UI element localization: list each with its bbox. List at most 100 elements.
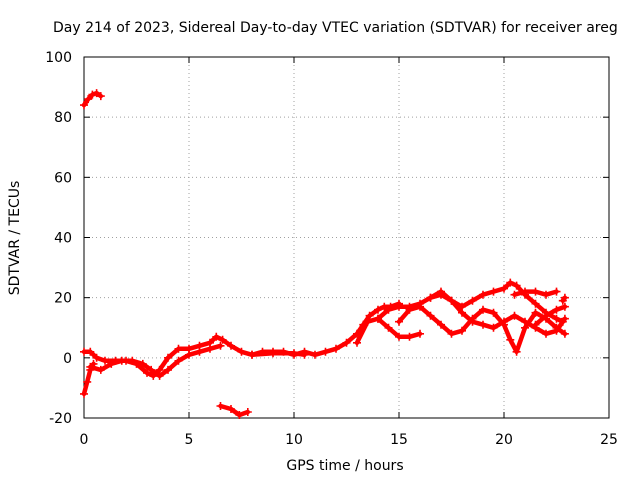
data-point bbox=[384, 323, 393, 332]
data-point bbox=[216, 341, 225, 350]
data-point bbox=[437, 320, 445, 329]
data-point bbox=[489, 308, 498, 317]
data-point bbox=[506, 278, 515, 287]
data-point bbox=[96, 365, 105, 374]
x-tick-label: 25 bbox=[600, 432, 618, 448]
data-point bbox=[542, 329, 550, 338]
data-point bbox=[80, 389, 88, 398]
data-point bbox=[512, 347, 521, 356]
data-point bbox=[500, 317, 508, 326]
data-point bbox=[353, 338, 361, 347]
data-point bbox=[510, 290, 519, 299]
data-point bbox=[269, 349, 277, 358]
data-point bbox=[560, 302, 569, 311]
chart-title: Day 214 of 2023, Sidereal Day-to-day VTE… bbox=[53, 20, 618, 36]
series-sat-g bbox=[353, 314, 424, 347]
data-point bbox=[248, 350, 256, 359]
data-point bbox=[552, 305, 561, 314]
data-point bbox=[510, 311, 519, 320]
y-tick-label: 80 bbox=[54, 110, 72, 126]
data-point bbox=[88, 90, 97, 99]
data-point bbox=[395, 302, 403, 311]
y-tick-label: 60 bbox=[54, 170, 72, 186]
x-tick-label: 20 bbox=[495, 432, 513, 448]
x-tick-label: 5 bbox=[185, 432, 194, 448]
data-point bbox=[164, 365, 172, 374]
data-point bbox=[560, 314, 569, 323]
series-sat-d bbox=[86, 341, 225, 380]
data-point bbox=[384, 305, 393, 314]
data-point bbox=[552, 326, 561, 335]
data-point bbox=[164, 353, 172, 362]
data-point bbox=[147, 365, 156, 374]
y-tick-label: 40 bbox=[54, 231, 72, 247]
data-point bbox=[332, 344, 340, 353]
data-point bbox=[479, 290, 487, 299]
data-point bbox=[458, 326, 466, 335]
data-point bbox=[512, 281, 521, 290]
data-point bbox=[560, 293, 569, 302]
data-point bbox=[92, 353, 101, 362]
data-point bbox=[342, 338, 351, 347]
data-point bbox=[468, 317, 477, 326]
data-point bbox=[374, 314, 382, 323]
data-point bbox=[101, 356, 109, 365]
plot-area bbox=[80, 89, 569, 419]
data-point bbox=[405, 305, 414, 314]
series-sat-k bbox=[510, 287, 561, 299]
data-point bbox=[552, 314, 561, 323]
data-point bbox=[447, 296, 456, 305]
x-tick-label: 0 bbox=[80, 432, 89, 448]
data-point bbox=[83, 377, 92, 386]
data-point bbox=[300, 350, 309, 359]
data-point bbox=[447, 329, 456, 338]
data-point bbox=[489, 287, 498, 296]
series-line bbox=[533, 304, 568, 327]
data-point bbox=[216, 402, 225, 410]
data-point bbox=[416, 329, 424, 338]
data-point bbox=[531, 287, 540, 296]
series-sat-j bbox=[426, 287, 569, 338]
data-point bbox=[227, 341, 235, 350]
x-tick-label: 15 bbox=[390, 432, 408, 448]
series-sat-a bbox=[80, 89, 105, 110]
data-point bbox=[235, 411, 244, 419]
data-point bbox=[416, 302, 424, 311]
data-point bbox=[218, 335, 227, 344]
x-axis-title: GPS time / hours bbox=[286, 458, 403, 474]
data-point bbox=[560, 329, 569, 338]
data-point bbox=[206, 344, 214, 353]
data-point bbox=[321, 347, 330, 356]
data-point bbox=[365, 311, 374, 320]
data-point bbox=[128, 356, 137, 365]
data-point bbox=[174, 344, 183, 353]
y-axis: -20 0 20 40 60 80 100 bbox=[45, 50, 609, 427]
series-sat-c bbox=[80, 299, 403, 380]
data-point bbox=[86, 347, 95, 356]
data-point bbox=[489, 323, 498, 332]
y-tick-label: 20 bbox=[54, 291, 72, 307]
data-point bbox=[243, 408, 252, 416]
data-point bbox=[96, 92, 105, 101]
y-tick-label: -20 bbox=[49, 411, 72, 427]
data-point bbox=[468, 296, 477, 305]
data-point bbox=[531, 299, 540, 308]
data-point bbox=[227, 405, 235, 413]
data-point bbox=[311, 350, 319, 359]
data-point bbox=[479, 320, 487, 329]
data-point bbox=[531, 320, 540, 329]
data-point bbox=[479, 305, 487, 314]
series-line bbox=[428, 289, 568, 337]
data-point bbox=[290, 349, 298, 358]
data-point bbox=[117, 356, 126, 365]
data-point bbox=[155, 371, 164, 380]
data-point bbox=[363, 317, 372, 326]
y-tick-label: 100 bbox=[45, 50, 72, 66]
data-point bbox=[521, 287, 529, 296]
data-point bbox=[80, 101, 88, 110]
series-sat-f bbox=[216, 402, 252, 419]
data-point bbox=[506, 335, 515, 344]
data-point bbox=[92, 89, 101, 98]
data-point bbox=[426, 311, 435, 320]
